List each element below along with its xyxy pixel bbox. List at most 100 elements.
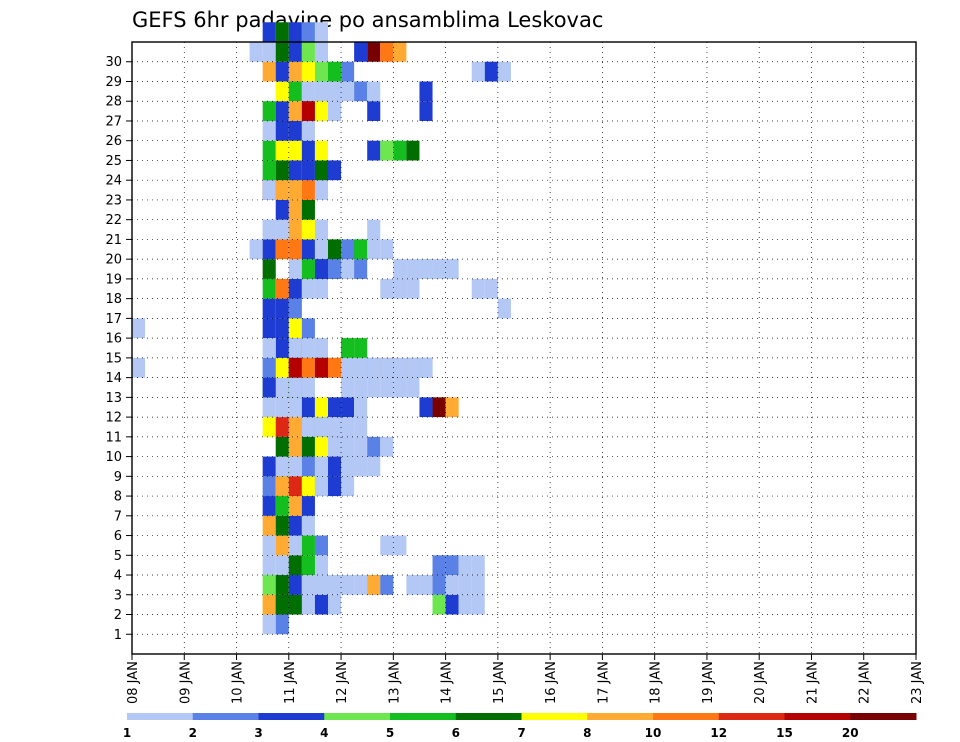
colorbar-tick-label: 6 xyxy=(452,726,460,740)
x-tick-label: 12 JAN xyxy=(335,661,350,704)
heatmap-cell xyxy=(301,42,315,62)
heatmap-cell xyxy=(328,61,342,82)
y-tick-label: 3 xyxy=(114,588,122,603)
heatmap-cell xyxy=(262,61,276,82)
y-tick-label: 16 xyxy=(105,332,122,347)
x-tick-label: 19 JAN xyxy=(701,661,716,704)
heatmap-cell xyxy=(328,575,342,595)
heatmap-cell xyxy=(367,377,381,398)
heatmap-cell xyxy=(288,456,302,477)
heatmap-cell xyxy=(314,535,328,556)
heatmap-cell xyxy=(314,61,328,82)
heatmap-cell xyxy=(262,417,276,437)
heatmap-cell xyxy=(301,496,315,516)
colorbar-swatch xyxy=(192,713,259,720)
heatmap-cell xyxy=(314,42,328,62)
heatmap-cell xyxy=(301,259,315,279)
heatmap-cell xyxy=(484,61,498,82)
heatmap-cell xyxy=(367,575,381,595)
heatmap-cell xyxy=(275,42,289,62)
y-tick-label: 15 xyxy=(105,351,122,366)
x-tick-label: 20 JAN xyxy=(753,661,768,704)
heatmap-cell xyxy=(354,259,368,279)
x-tick-label: 16 JAN xyxy=(544,661,559,704)
y-tick-label: 20 xyxy=(105,253,122,268)
y-tick-label: 11 xyxy=(105,430,122,445)
heatmap-cell xyxy=(328,436,342,457)
heatmap-cell xyxy=(132,357,146,378)
heatmap-cell xyxy=(314,575,328,595)
colorbar-tick-label: 15 xyxy=(776,726,793,740)
heatmap-cell xyxy=(249,239,263,260)
heatmap-cell xyxy=(275,456,289,477)
heatmap-cell xyxy=(288,594,302,615)
x-tick-label: 13 JAN xyxy=(387,661,402,704)
heatmap-cell xyxy=(262,575,276,595)
heatmap-cell xyxy=(380,357,394,378)
heatmap-cell xyxy=(341,61,355,82)
heatmap-cell xyxy=(354,239,368,260)
colorbar-swatch xyxy=(850,713,917,720)
heatmap-cell xyxy=(301,101,315,121)
heatmap-cell xyxy=(328,239,342,260)
heatmap-cell xyxy=(314,180,328,200)
heatmap-cell xyxy=(314,81,328,102)
heatmap-cell xyxy=(328,456,342,477)
heatmap-cell xyxy=(275,377,289,398)
y-tick-label: 12 xyxy=(105,411,122,426)
heatmap-cell xyxy=(314,555,328,576)
heatmap-cell xyxy=(275,22,289,42)
heatmap-cell xyxy=(471,555,485,576)
heatmap-cell xyxy=(262,555,276,576)
colorbar-swatch xyxy=(258,713,325,720)
heatmap-cell xyxy=(445,575,459,595)
heatmap-cell xyxy=(262,318,276,339)
heatmap-cell xyxy=(445,594,459,615)
heatmap-cell xyxy=(341,377,355,398)
heatmap-cell xyxy=(393,278,407,299)
heatmap-cell xyxy=(275,120,289,141)
heatmap-cell xyxy=(301,476,315,497)
heatmap-cell xyxy=(380,140,394,161)
heatmap-cell xyxy=(445,259,459,279)
heatmap-cell xyxy=(301,81,315,102)
heatmap-cell xyxy=(314,219,328,240)
heatmap-cell xyxy=(288,120,302,141)
heatmap-cell xyxy=(288,377,302,398)
heatmap-cell xyxy=(288,180,302,200)
heatmap-cell xyxy=(314,22,328,42)
heatmap-cell xyxy=(262,219,276,240)
x-tick-label: 22 JAN xyxy=(858,661,873,704)
x-tick-label: 09 JAN xyxy=(178,661,193,704)
heatmap-cell xyxy=(262,42,276,62)
heatmap-cell xyxy=(471,594,485,615)
heatmap-cell xyxy=(328,259,342,279)
plot-frame xyxy=(131,41,917,655)
colorbar-tick-label: 12 xyxy=(710,726,727,740)
heatmap-cell xyxy=(432,259,446,279)
heatmap-cell xyxy=(341,259,355,279)
heatmap-cell xyxy=(262,357,276,378)
heatmap-cell xyxy=(288,436,302,457)
heatmap-cell xyxy=(275,594,289,615)
heatmap-cell xyxy=(288,160,302,181)
colorbar-swatch xyxy=(653,713,720,720)
heatmap-cell xyxy=(275,338,289,358)
heatmap-cell xyxy=(275,278,289,299)
x-tick-label: 11 JAN xyxy=(283,661,298,704)
heatmap-cell xyxy=(471,61,485,82)
heatmap-cell xyxy=(262,535,276,556)
heatmap-cell xyxy=(406,575,420,595)
colorbar-tick-label: 1 xyxy=(123,726,131,740)
heatmap-cell xyxy=(380,42,394,62)
heatmap-cell xyxy=(341,239,355,260)
heatmap-cell xyxy=(445,555,459,576)
heatmap-cell xyxy=(458,555,472,576)
heatmap-cell xyxy=(301,318,315,339)
heatmap-cell xyxy=(288,81,302,102)
colorbar-swatch xyxy=(324,713,391,720)
colorbar-swatch xyxy=(521,713,588,720)
heatmap-cell xyxy=(275,417,289,437)
heatmap-cell xyxy=(301,278,315,299)
heatmap-cell xyxy=(275,436,289,457)
